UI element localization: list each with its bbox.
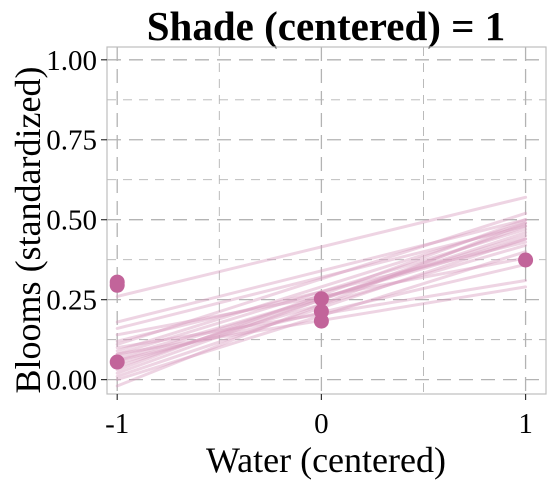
posterior-line-1 (115, 218, 528, 324)
y-tick-label-4: 1.00 (46, 45, 97, 77)
x-tick-label-0: -1 (105, 408, 129, 440)
y-tick-label-3: 0.75 (46, 125, 97, 157)
posterior-line-3 (115, 211, 528, 346)
data-point-6 (518, 252, 534, 268)
y-tick-label-2: 0.50 (46, 205, 97, 237)
data-points (109, 252, 534, 370)
x-tick-label-2: 1 (518, 408, 533, 440)
x-tick-label-1: 0 (314, 408, 329, 440)
y-tick-label-1: 0.25 (46, 285, 97, 317)
posterior-line-0 (115, 195, 528, 298)
x-axis-label: Water (centered) (206, 440, 446, 480)
posterior-line-2 (115, 224, 528, 330)
grid (107, 47, 546, 394)
y-tick-label-0: 0.00 (46, 365, 97, 397)
y-axis: 0.00 0.25 0.50 0.75 1.00 (46, 45, 107, 397)
data-point-2 (109, 354, 125, 370)
x-axis: -1 0 1 (105, 394, 533, 440)
plot-frame (106, 46, 547, 395)
posterior-line-4 (115, 221, 528, 353)
y-axis-label: Blooms (standardized) (8, 67, 48, 394)
data-point-1 (109, 277, 125, 293)
data-point-3 (313, 291, 329, 307)
data-point-5 (313, 313, 329, 329)
chart-title: Shade (centered) = 1 (147, 3, 506, 49)
